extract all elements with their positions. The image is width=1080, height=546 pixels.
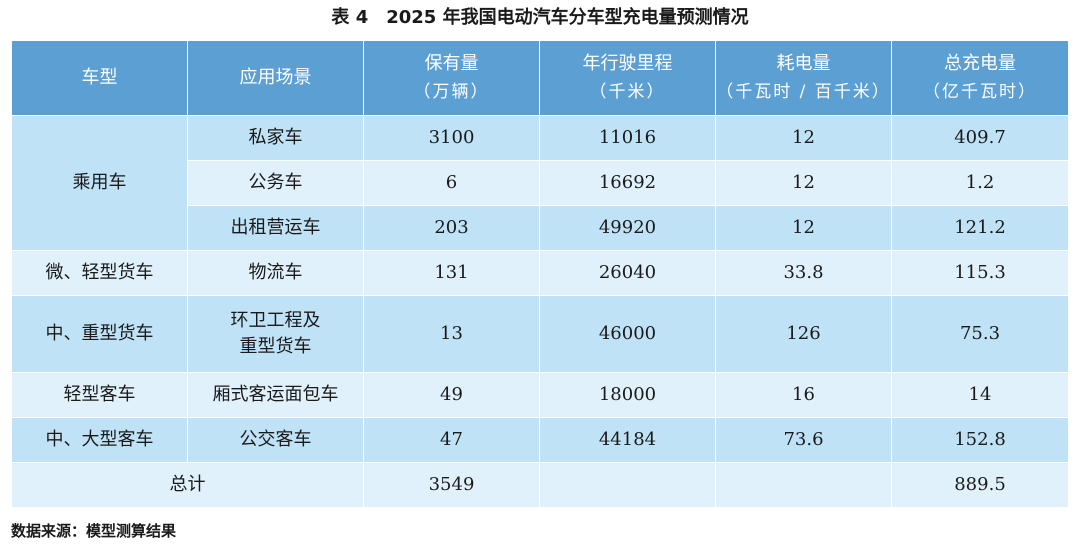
consumption-cell [715,462,892,508]
scene-cell: 厢式客运面包车 [187,372,364,418]
mileage-cell [539,462,716,508]
header-label: 年行驶里程 [582,53,673,74]
total-cell: 75.3 [891,295,1069,373]
scene-cell: 公务车 [187,160,364,206]
consumption-cell: 12 [715,205,892,251]
scene-cell: 私家车 [187,115,364,161]
group-cell: 乘用车 [11,115,188,251]
mileage-cell: 46000 [539,295,716,373]
header-row: 车型 应用场景 保有量 （万辆） 年行驶里程 （千米） 耗电量 （千瓦时 / 百千米）… [11,40,1069,116]
stock-cell: 131 [363,250,540,296]
consumption-cell: 12 [715,160,892,206]
consumption-cell: 73.6 [715,417,892,463]
mileage-cell: 11016 [539,115,716,161]
mileage-cell: 44184 [539,417,716,463]
stock-cell: 47 [363,417,540,463]
total-cell: 889.5 [891,462,1069,508]
total-row: 总计 3549 889.5 [11,462,1069,508]
stock-cell: 3549 [363,462,540,508]
forecast-table: 车型 应用场景 保有量 （万辆） 年行驶里程 （千米） 耗电量 （千瓦时 / 百千米）… [11,40,1069,508]
table-row: 中、重型货车 环卫工程及 重型货车 13 46000 126 75.3 [11,295,1069,373]
scene-cell: 物流车 [187,250,364,296]
mileage-cell: 18000 [539,372,716,418]
header-unit: （万辆） [413,82,490,102]
table-row: 微、轻型货车 物流车 131 26040 33.8 115.3 [11,250,1069,296]
data-source-note: 数据来源：模型测算结果 [11,522,177,540]
header-unit: （千瓦时 / 百千米） [716,82,891,102]
table-title: 表 4 2025 年我国电动汽车分车型充电量预测情况 [331,7,749,28]
scene-cell: 公交客车 [187,417,364,463]
stock-cell: 49 [363,372,540,418]
total-cell: 121.2 [891,205,1069,251]
header-unit: （千米） [589,82,666,102]
header-label: 车型 [81,67,118,88]
stock-cell: 203 [363,205,540,251]
header-label: 应用场景 [239,67,312,88]
header-scenario: 应用场景 [187,40,364,116]
stock-cell: 6 [363,160,540,206]
header-stock: 保有量 （万辆） [363,40,540,116]
header-unit: （亿千瓦时） [923,82,1037,102]
header-label: 保有量 [424,53,479,74]
total-cell: 115.3 [891,250,1069,296]
scene-line: 环卫工程及 [230,310,321,331]
header-total-charge: 总充电量 （亿千瓦时） [891,40,1069,116]
group-cell: 微、轻型货车 [11,250,188,296]
table-row: 公务车 6 16692 12 1.2 [12,160,1069,206]
total-cell: 152.8 [891,417,1069,463]
header-label: 总充电量 [944,53,1016,74]
group-cell: 中、重型货车 [11,295,188,373]
consumption-cell: 126 [715,295,892,373]
consumption-cell: 16 [715,372,892,418]
stock-cell: 3100 [363,115,540,161]
header-vehicle-type: 车型 [11,40,188,116]
header-label: 耗电量 [776,53,831,74]
mileage-cell: 26040 [539,250,716,296]
total-label: 总计 [11,462,364,508]
header-consumption: 耗电量 （千瓦时 / 百千米） [715,40,892,116]
stock-cell: 13 [363,295,540,373]
table-row: 乘用车 私家车 3100 11016 12 409.7 [11,115,1069,251]
table-row: 轻型客车 厢式客运面包车 49 18000 16 14 [11,372,1069,418]
scene-cell: 出租营运车 [187,205,364,251]
total-cell: 409.7 [891,115,1069,161]
consumption-cell: 12 [715,115,892,161]
group-cell: 轻型客车 [11,372,188,418]
consumption-cell: 33.8 [715,250,892,296]
group-cell: 中、大型客车 [11,417,188,463]
scene-cell: 环卫工程及 重型货车 [187,295,364,373]
table-row: 中、大型客车 公交客车 47 44184 73.6 152.8 [11,417,1069,463]
header-mileage: 年行驶里程 （千米） [539,40,716,116]
mileage-cell: 49920 [539,205,716,251]
total-cell: 14 [891,372,1069,418]
total-cell: 1.2 [891,160,1069,206]
scene-line: 重型货车 [239,336,312,357]
mileage-cell: 16692 [539,160,716,206]
